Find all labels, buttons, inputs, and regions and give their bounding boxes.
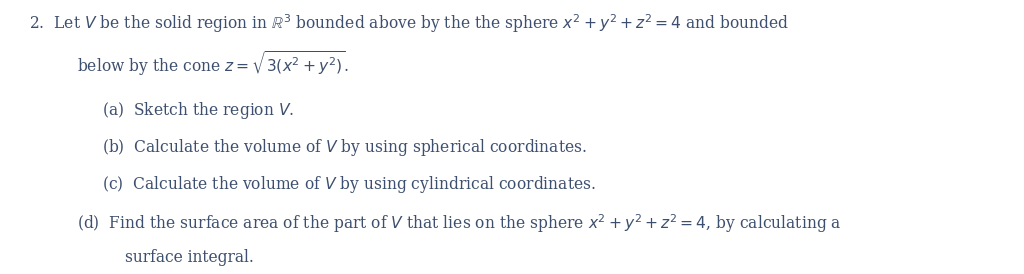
Text: (c)  Calculate the volume of $V$ by using cylindrical coordinates.: (c) Calculate the volume of $V$ by using… bbox=[102, 174, 596, 195]
Text: 2.  Let $V$ be the solid region in $\mathbb{R}^3$ bounded above by the the spher: 2. Let $V$ be the solid region in $\math… bbox=[29, 12, 790, 35]
Text: (a)  Sketch the region $V$.: (a) Sketch the region $V$. bbox=[102, 100, 295, 121]
Text: (b)  Calculate the volume of $V$ by using spherical coordinates.: (b) Calculate the volume of $V$ by using… bbox=[102, 137, 588, 158]
Text: surface integral.: surface integral. bbox=[125, 249, 254, 266]
Text: below by the cone $z = \sqrt{3(x^2 + y^2)}$.: below by the cone $z = \sqrt{3(x^2 + y^2… bbox=[77, 49, 349, 78]
Text: (d)  Find the surface area of the part of $V$ that lies on the sphere $x^2 + y^2: (d) Find the surface area of the part of… bbox=[77, 212, 842, 235]
